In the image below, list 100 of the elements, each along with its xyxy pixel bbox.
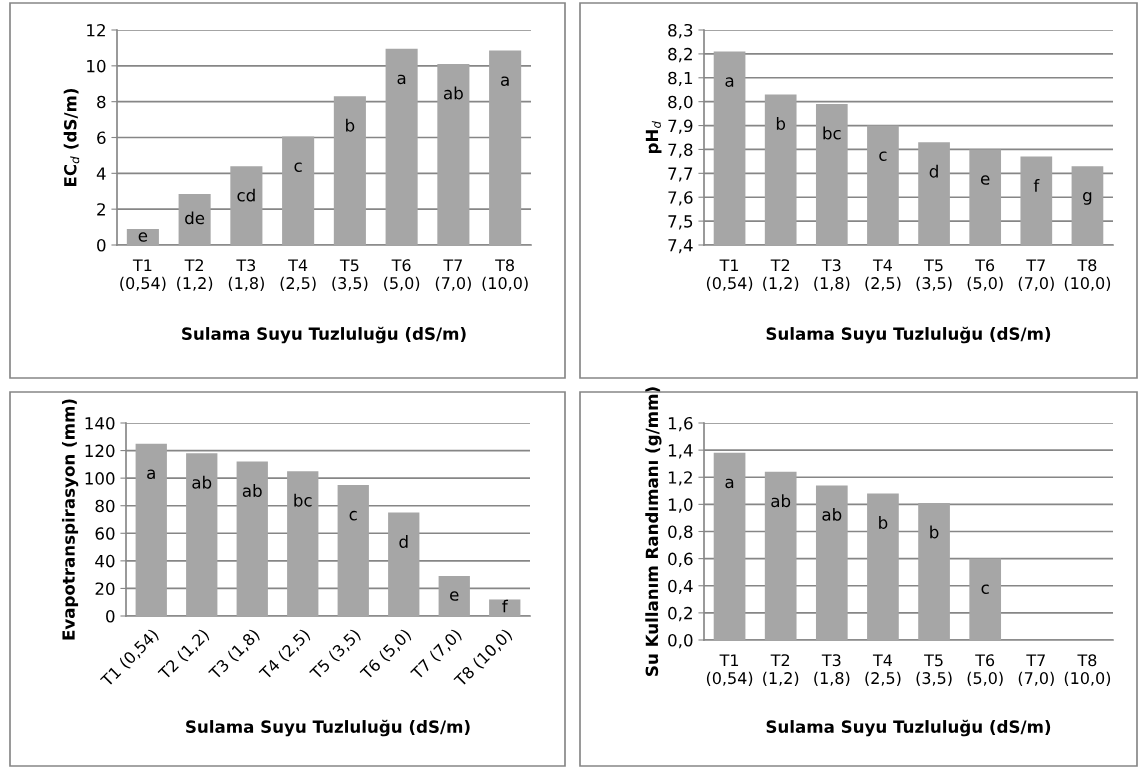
y-tick-label: 120: [85, 444, 115, 458]
bar: [438, 576, 470, 616]
bar: [713, 452, 746, 640]
y-tick-label: 1,4: [668, 444, 693, 459]
y-tick-label: 1,0: [668, 498, 693, 513]
data-label: g: [1083, 191, 1092, 205]
data-label: d: [399, 535, 408, 548]
y-tick-label: 60: [95, 527, 115, 540]
y-axis-title: Evapotranspirasyon (mm): [61, 399, 79, 640]
x-axis-title: Sulama Suyu Tuzluluğu (dS/m): [766, 719, 1051, 737]
y-tick-label: 6: [97, 131, 106, 145]
y-tick-label: 7,7: [668, 167, 693, 182]
data-label: e: [980, 175, 990, 185]
data-label: a: [147, 469, 155, 480]
bar: [186, 453, 218, 616]
bar: [287, 471, 319, 616]
data-label: c: [349, 510, 357, 521]
x-tick-label: T4 (2,5): [865, 259, 901, 292]
data-label: a: [725, 478, 734, 489]
y-tick-label: 140: [85, 416, 115, 430]
data-label: a: [725, 77, 734, 87]
x-axis-title: Sulama Suyu Tuzluluğu (dS/m): [766, 326, 1051, 344]
x-tick-label: T2 (1,2): [763, 259, 799, 292]
bar: [815, 485, 848, 640]
bar: [178, 193, 211, 245]
y-tick-label: 8,2: [668, 47, 692, 63]
data-label: c: [981, 584, 989, 595]
x-tick-label: T5 (3,5): [332, 259, 368, 292]
y-tick-label: 80: [95, 499, 115, 513]
data-label: bc: [294, 493, 312, 507]
bar: [385, 48, 418, 245]
data-label: ab: [771, 494, 791, 508]
bar: [867, 493, 899, 640]
y-tick-label: 7,9: [668, 119, 693, 134]
x-tick-label: T4 (2,5): [280, 259, 316, 292]
data-label: c: [294, 162, 302, 172]
x-tick-label: T2 (1,2): [763, 654, 799, 687]
y-tick-label: 8,1: [668, 71, 693, 87]
data-label: f: [502, 599, 508, 613]
data-label: cd: [237, 188, 255, 202]
y-tick-label: 100: [85, 472, 115, 485]
y-tick-label: 8: [97, 95, 106, 109]
data-label: b: [879, 516, 888, 529]
y-tick-label: 0: [106, 609, 115, 623]
x-tick-label: T8 (10,0): [1064, 259, 1111, 292]
bar: [918, 503, 950, 640]
data-label: ab: [822, 507, 842, 521]
data-label: b: [776, 116, 786, 130]
y-tick-label: 0,6: [668, 552, 693, 567]
y-tick-label: 0,8: [668, 525, 693, 540]
y-axis-title: Su Kullanım Randımanı (g/mm): [645, 387, 662, 676]
y-tick-label: 1,2: [668, 471, 692, 486]
data-label: ab: [242, 484, 262, 497]
x-tick-label: T3 (1,8): [814, 259, 850, 292]
data-label: f: [1033, 179, 1040, 192]
y-tick-label: 7,5: [668, 215, 693, 230]
bar: [126, 228, 159, 245]
y-tick-label: 7,8: [668, 143, 693, 158]
data-label: a: [501, 76, 509, 86]
y-tick-label: 12: [87, 23, 105, 37]
bar: [388, 512, 420, 616]
y-tick-label: 0,0: [668, 633, 693, 649]
data-label: c: [879, 151, 887, 161]
x-axis-title: Sulama Suyu Tuzluluğu (dS/m): [182, 326, 466, 344]
y-tick-label: 0: [97, 238, 106, 252]
x-tick-label: T8 (10,0): [1064, 654, 1111, 687]
x-tick-label: T5 (3,5): [916, 259, 952, 292]
bar: [236, 461, 268, 616]
bar: [969, 558, 1002, 640]
x-tick-label: T3 (1,8): [814, 654, 850, 687]
x-tick-label: T6 (5,0): [967, 259, 1003, 292]
x-tick-label: T1 (0,54): [120, 259, 166, 292]
y-tick-label: 1,6: [668, 416, 693, 432]
x-tick-label: T6 (5,0): [967, 654, 1003, 687]
bar: [337, 485, 369, 616]
y-tick-label: 10: [87, 59, 106, 73]
data-label: e: [138, 232, 148, 242]
y-axis-title: EC$_{d}$ (dS/m): [63, 88, 80, 187]
y-tick-label: 7,4: [668, 239, 693, 254]
data-label: bc: [823, 126, 841, 140]
x-tick-label: T7 (7,0): [435, 259, 471, 292]
x-tick-label: T5 (3,5): [916, 654, 952, 687]
y-tick-label: 2: [97, 203, 105, 216]
bar: [230, 166, 263, 245]
data-label: a: [397, 74, 406, 85]
y-tick-label: 40: [95, 554, 115, 568]
data-label: e: [450, 591, 459, 601]
x-tick-label: T7 (7,0): [1018, 259, 1054, 292]
x-tick-label: T2 (1,2): [177, 259, 213, 292]
data-label: b: [930, 525, 939, 539]
x-tick-label: T1 (0,54): [706, 259, 753, 292]
x-tick-label: T7 (7,0): [1018, 654, 1054, 687]
y-tick-label: 0,2: [668, 606, 692, 622]
bar: [764, 471, 797, 640]
data-label: ab: [443, 86, 463, 100]
y-tick-label: 7,6: [668, 191, 693, 206]
x-axis-title: Sulama Suyu Tuzluluğu (dS/m): [186, 719, 470, 737]
bar: [437, 64, 470, 245]
data-label: b: [346, 118, 355, 132]
data-label: d: [929, 164, 938, 178]
